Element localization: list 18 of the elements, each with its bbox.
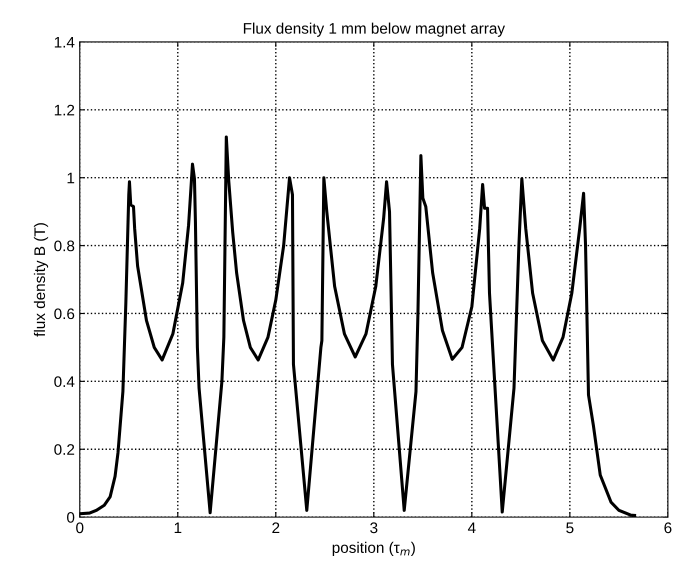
x-tick-label: 2 [272, 522, 280, 534]
x-axis-title: position (τ$_{m}$) [332, 542, 415, 556]
y-tick-label: 0.2 [54, 444, 74, 455]
y-tick-label: 1.2 [54, 104, 74, 116]
y-tick-label: 1 [68, 172, 74, 184]
y-tick-label: 0.4 [54, 376, 74, 388]
y-axis-title: flux density B (T) [34, 223, 48, 337]
y-tick-label: 0 [67, 512, 74, 523]
y-tick-label: 0.6 [54, 308, 74, 320]
y-tick-label: 1.4 [54, 37, 74, 48]
x-tick-label: 4 [468, 522, 476, 534]
x-tick-label: 3 [370, 522, 378, 534]
x-tick-label: 6 [664, 522, 672, 534]
x-tick-label: 5 [566, 522, 574, 534]
y-tick-label: 0.8 [54, 240, 74, 252]
chart-title: Flux density 1 mm below magnet array [244, 22, 505, 37]
x-tick-label: 0 [76, 522, 84, 534]
x-tick-label: 1 [174, 522, 182, 534]
